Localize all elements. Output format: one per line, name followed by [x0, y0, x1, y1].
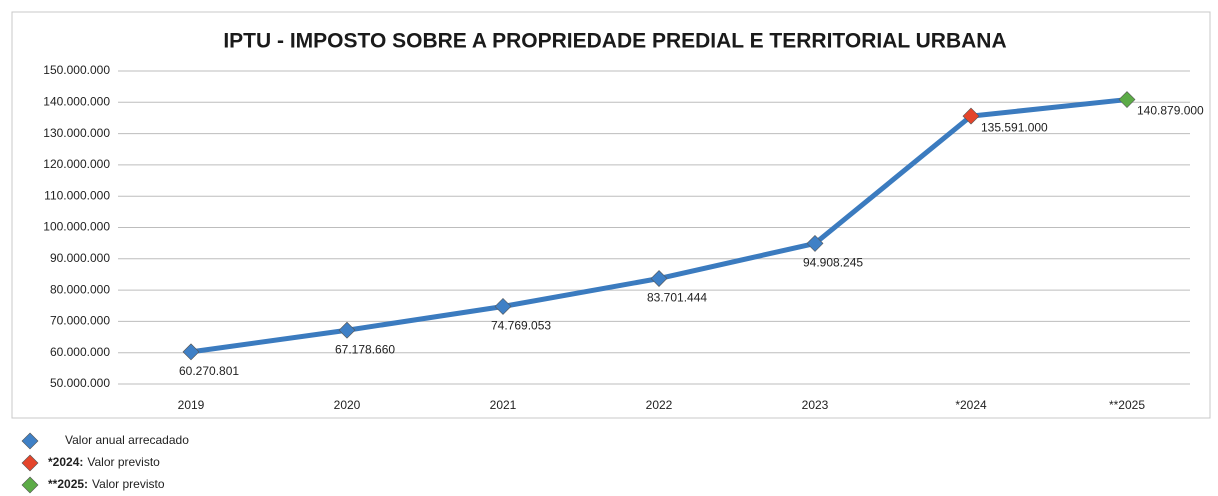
data-label: 140.879.000 [1137, 104, 1204, 118]
y-tick-label: 100.000.000 [43, 220, 110, 234]
y-tick-label: 70.000.000 [50, 314, 110, 328]
data-label: 135.591.000 [981, 120, 1048, 134]
data-label: 74.769.053 [491, 319, 551, 333]
y-tick-label: 120.000.000 [43, 157, 110, 171]
data-label: 94.908.245 [803, 256, 863, 270]
x-tick-label: 2019 [178, 398, 205, 412]
x-tick-label: *2024 [955, 398, 987, 412]
legend-text: Valor previsto [92, 477, 165, 491]
data-marker [806, 235, 824, 252]
legend-marker [21, 432, 39, 450]
legend-marker [21, 454, 39, 472]
legend-label: *2024: Valor previsto [48, 455, 160, 469]
data-marker [1118, 91, 1136, 108]
y-tick-label: 150.000.000 [43, 63, 110, 77]
data-label: 83.701.444 [647, 291, 707, 305]
y-tick-label: 110.000.000 [44, 188, 110, 202]
data-label: 60.270.801 [179, 364, 239, 378]
legend-bold: *2024: [48, 455, 83, 469]
data-marker [494, 298, 512, 315]
y-tick-label: 90.000.000 [50, 251, 110, 265]
y-tick-label: 60.000.000 [50, 345, 110, 359]
legend-marker [21, 476, 39, 494]
y-tick-label: 140.000.000 [43, 94, 110, 108]
y-tick-label: 130.000.000 [43, 126, 110, 140]
legend-bold: **2025: [48, 477, 88, 491]
x-tick-label: 2020 [334, 398, 361, 412]
x-tick-label: 2022 [646, 398, 673, 412]
x-tick-label: 2021 [490, 398, 517, 412]
chart-title: IPTU - IMPOSTO SOBRE A PROPRIEDADE PREDI… [223, 30, 1006, 53]
legend-text: Valor previsto [87, 455, 160, 469]
legend-text: Valor anual arrecadado [65, 433, 189, 447]
data-marker [338, 321, 356, 339]
legend-label: **2025: Valor previsto [48, 477, 165, 491]
data-label: 67.178.660 [335, 342, 395, 356]
x-tick-label: **2025 [1109, 398, 1145, 412]
x-tick-label: 2023 [802, 398, 829, 412]
y-tick-label: 50.000.000 [50, 376, 110, 390]
data-marker [962, 107, 980, 125]
data-marker [650, 270, 668, 287]
data-marker [182, 343, 200, 361]
y-tick-label: 80.000.000 [50, 282, 110, 296]
legend-label: Valor anual arrecadado [65, 433, 189, 447]
